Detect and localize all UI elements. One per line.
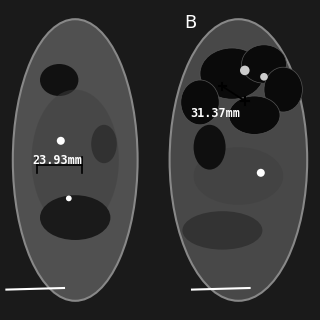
Ellipse shape <box>66 196 72 201</box>
Ellipse shape <box>194 147 283 205</box>
Ellipse shape <box>260 73 268 81</box>
Ellipse shape <box>170 19 307 301</box>
Ellipse shape <box>242 45 286 83</box>
Ellipse shape <box>257 169 265 177</box>
Ellipse shape <box>91 125 117 163</box>
Text: 23.93mm: 23.93mm <box>32 154 82 166</box>
Ellipse shape <box>57 137 65 145</box>
Ellipse shape <box>182 211 262 250</box>
Ellipse shape <box>31 90 119 230</box>
Ellipse shape <box>40 64 78 96</box>
Ellipse shape <box>229 96 280 134</box>
Ellipse shape <box>200 48 264 99</box>
Ellipse shape <box>264 67 302 112</box>
Ellipse shape <box>181 80 219 125</box>
Ellipse shape <box>194 125 226 170</box>
Text: B: B <box>184 14 196 32</box>
Ellipse shape <box>13 19 138 301</box>
Text: 31.37mm: 31.37mm <box>190 107 240 120</box>
Ellipse shape <box>40 195 110 240</box>
Ellipse shape <box>240 66 250 75</box>
